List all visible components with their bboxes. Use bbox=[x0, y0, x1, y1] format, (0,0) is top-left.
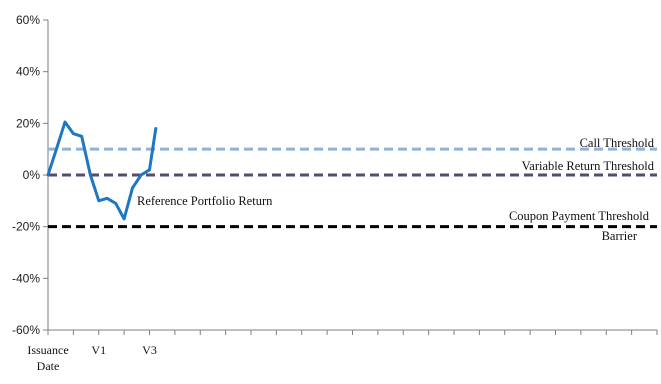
x-tick-label: V1 bbox=[91, 343, 106, 357]
call-threshold-label: Call Threshold bbox=[580, 136, 655, 150]
y-tick-label: 0% bbox=[23, 168, 41, 182]
coupon-payment-threshold-label: Coupon Payment Threshold bbox=[509, 209, 650, 223]
y-tick-label: 60% bbox=[16, 13, 40, 27]
threshold-lines bbox=[48, 147, 657, 229]
y-tick-label: 40% bbox=[16, 65, 40, 79]
y-tick-label: -40% bbox=[12, 271, 40, 285]
series-lines bbox=[46, 120, 158, 221]
reference-portfolio-return-label: Reference Portfolio Return bbox=[137, 194, 273, 208]
y-tick-label: -20% bbox=[12, 220, 40, 234]
x-tick-label: Issuance Date bbox=[27, 343, 68, 373]
barrier-label: Barrier bbox=[602, 229, 638, 243]
variable-return-threshold-label: Variable Return Threshold bbox=[522, 159, 655, 173]
series-line bbox=[46, 120, 158, 221]
y-tick-label: -60% bbox=[12, 323, 40, 337]
y-tick-label: 20% bbox=[16, 116, 40, 130]
x-tick-label: V3 bbox=[142, 343, 157, 357]
x-axis: Issuance Date V1 V3 bbox=[27, 329, 658, 373]
y-axis: 60% 40% 20% 0% -20% -40% -60% bbox=[12, 13, 49, 337]
